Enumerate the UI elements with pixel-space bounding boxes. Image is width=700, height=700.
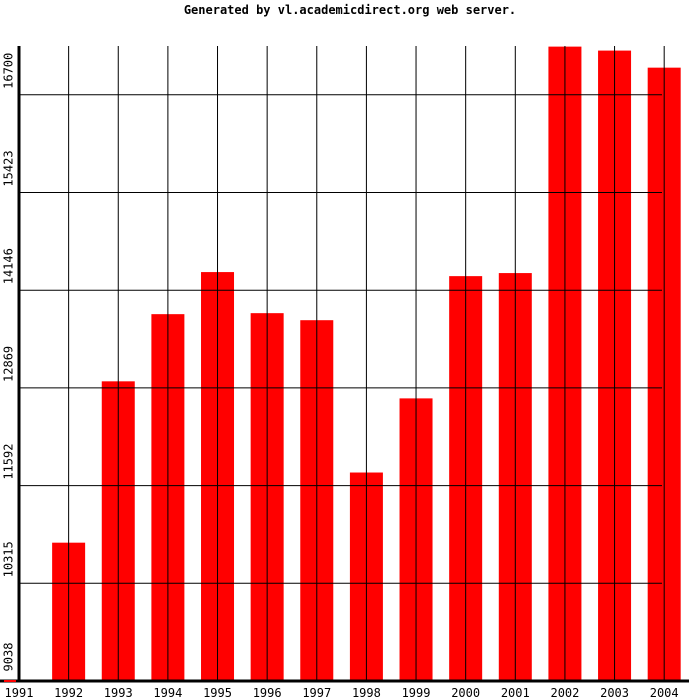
y-tick-label: 12869 (2, 346, 16, 382)
chart-title: Generated by vl.academicdirect.org web s… (184, 3, 516, 17)
x-tick-label: 1996 (253, 686, 282, 700)
y-tick-label: 11592 (2, 444, 16, 480)
x-tick-label: 2003 (600, 686, 629, 700)
x-tick-label: 1994 (153, 686, 182, 700)
x-tick-label: 1999 (402, 686, 431, 700)
y-tick-label: 15423 (2, 150, 16, 186)
y-tick-label: 14146 (2, 248, 16, 284)
y-tick-label: 10315 (2, 541, 16, 577)
x-tick-label: 1992 (54, 686, 83, 700)
x-tick-label: 2002 (550, 686, 579, 700)
x-tick-label: 1991 (5, 686, 34, 700)
x-tick-label: 1993 (104, 686, 133, 700)
x-tick-label: 2001 (501, 686, 530, 700)
x-tick-label: 2000 (451, 686, 480, 700)
x-tick-label: 1997 (302, 686, 331, 700)
y-tick-label: 16700 (2, 53, 16, 89)
x-tick-label: 1998 (352, 686, 381, 700)
x-tick-label: 1995 (203, 686, 232, 700)
y-tick-label: 9038 (2, 643, 16, 672)
x-tick-label: 2004 (650, 686, 679, 700)
